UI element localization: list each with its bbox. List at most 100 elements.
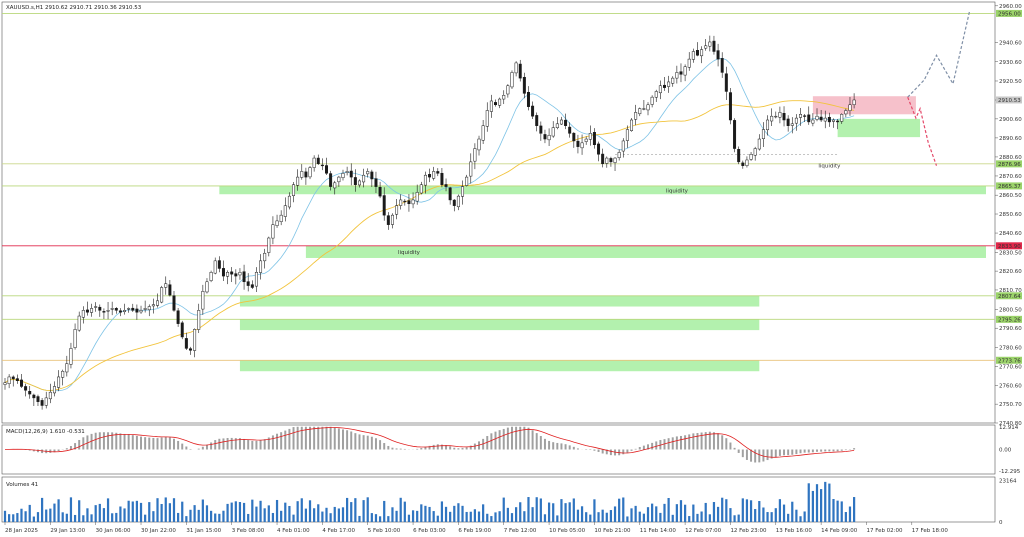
time-tick-label: 6 Feb 19:00: [458, 528, 491, 534]
candle-body: [246, 281, 250, 286]
candle-body: [3, 382, 7, 385]
candle-body: [671, 77, 675, 84]
price-badge: [996, 182, 1022, 190]
time-tick-label: 4 Feb 01:00: [277, 528, 310, 534]
price-badge-label: 2807.64: [998, 294, 1021, 300]
candle-body: [852, 99, 856, 105]
demand-zone: [239, 295, 760, 307]
price-tick-label: 2740.80: [999, 421, 1022, 427]
time-tick-label: 17 Feb 18:00: [912, 528, 949, 534]
zones-layer: [219, 96, 987, 372]
price-tick-label: 2760.60: [999, 383, 1022, 389]
candle-body: [819, 116, 823, 121]
price-tick-label: 2820.60: [999, 269, 1022, 275]
time-tick-label: 7 Feb 12:00: [504, 528, 537, 534]
time-tick-label: 5 Feb 10:00: [368, 528, 401, 534]
candle-body: [374, 178, 378, 187]
macd-tick-label: 0.00: [999, 448, 1012, 454]
candle-body: [580, 142, 584, 149]
price-tick-label: 2870.60: [999, 174, 1022, 180]
projection-path: [907, 11, 971, 98]
candle-body: [741, 162, 745, 166]
candle-body: [135, 308, 139, 313]
candle-body: [708, 41, 712, 47]
candle-body: [761, 129, 765, 139]
price-tick-label: 2780.60: [999, 345, 1022, 351]
candle-body: [395, 205, 399, 215]
price-badge: [996, 160, 1022, 168]
time-axis: 28 Jan 2025 29 Jan 13:00 30 Jan 06:00 30 Ja…: [4, 522, 949, 534]
candle-body: [77, 315, 81, 331]
candle-body: [601, 153, 605, 165]
candle-body: [263, 252, 267, 262]
candle-body: [650, 96, 654, 105]
candle-body: [147, 306, 151, 311]
price-tick-label: 2940.60: [999, 41, 1022, 47]
candle-body: [811, 119, 815, 124]
candle-body: [568, 126, 572, 134]
volume-panel: 23164 0: [3, 478, 1017, 526]
candle-body: [407, 200, 411, 204]
candle-body: [687, 58, 691, 68]
liquidity-label: liquidity: [666, 188, 689, 194]
candle-body: [341, 173, 345, 178]
candle-body: [143, 308, 147, 310]
candle-body: [794, 117, 798, 124]
candle-body: [168, 284, 172, 296]
candle-body: [757, 138, 761, 150]
price-tick-label: 2800.50: [999, 307, 1022, 313]
price-badge-label: 2876.96: [998, 162, 1021, 168]
grid: [1, 1, 996, 523]
candle-body: [7, 376, 11, 384]
candle-body: [625, 129, 629, 141]
time-tick-label: 10 Feb 05:00: [549, 528, 586, 534]
candle-body: [337, 176, 341, 183]
candle-body: [316, 157, 320, 165]
candle-body: [683, 66, 687, 76]
liquidity-label: liquidity: [818, 164, 841, 170]
time-tick-label: 13 Feb 16:00: [776, 528, 813, 534]
candle-body: [691, 51, 695, 60]
liquidity-label: liquidity: [398, 250, 421, 256]
candle-body: [160, 287, 164, 303]
candle-body: [720, 58, 724, 73]
candle-body: [576, 140, 580, 147]
candle-body: [320, 164, 324, 167]
candle-body: [663, 84, 666, 88]
candle-body: [362, 174, 366, 183]
time-tick-label: 3 Feb 08:00: [232, 528, 265, 534]
candle-body: [28, 390, 32, 395]
price-tick-label: 2750.70: [999, 402, 1022, 408]
time-tick-label: 30 Jan 22:00: [141, 528, 176, 534]
volume-panel-frame: [1, 476, 996, 523]
candle-body: [597, 143, 601, 155]
candle-body: [238, 272, 242, 276]
volume-tick-label: 0: [999, 520, 1003, 526]
candle-body: [790, 123, 794, 126]
candle-body: [193, 329, 197, 351]
candle-body: [296, 176, 300, 186]
candle-body: [349, 170, 353, 178]
macd-label: MACD(12,26,9) 1.610 -0.531: [6, 429, 85, 435]
candle-body: [399, 199, 403, 206]
candle-body: [205, 281, 209, 293]
macd-panel: 12.914 0.00 -12.295: [4, 425, 1021, 475]
candle-body: [807, 114, 811, 123]
demand-zone: [239, 319, 760, 331]
candle-body: [386, 215, 390, 225]
demand-zone: [837, 118, 921, 138]
price-badge: [996, 292, 1022, 300]
macd-tick-label: 12.914: [999, 425, 1019, 431]
candle-body: [52, 386, 56, 394]
candle-body: [57, 376, 61, 388]
candle-body: [679, 71, 683, 75]
candle-body: [123, 310, 127, 312]
candle-body: [180, 322, 184, 338]
candle-body: [271, 224, 275, 239]
candle-body: [428, 174, 432, 178]
candle-body: [522, 76, 526, 94]
candle-body: [114, 308, 118, 311]
candle-body: [749, 154, 753, 160]
candle-body: [415, 192, 419, 202]
